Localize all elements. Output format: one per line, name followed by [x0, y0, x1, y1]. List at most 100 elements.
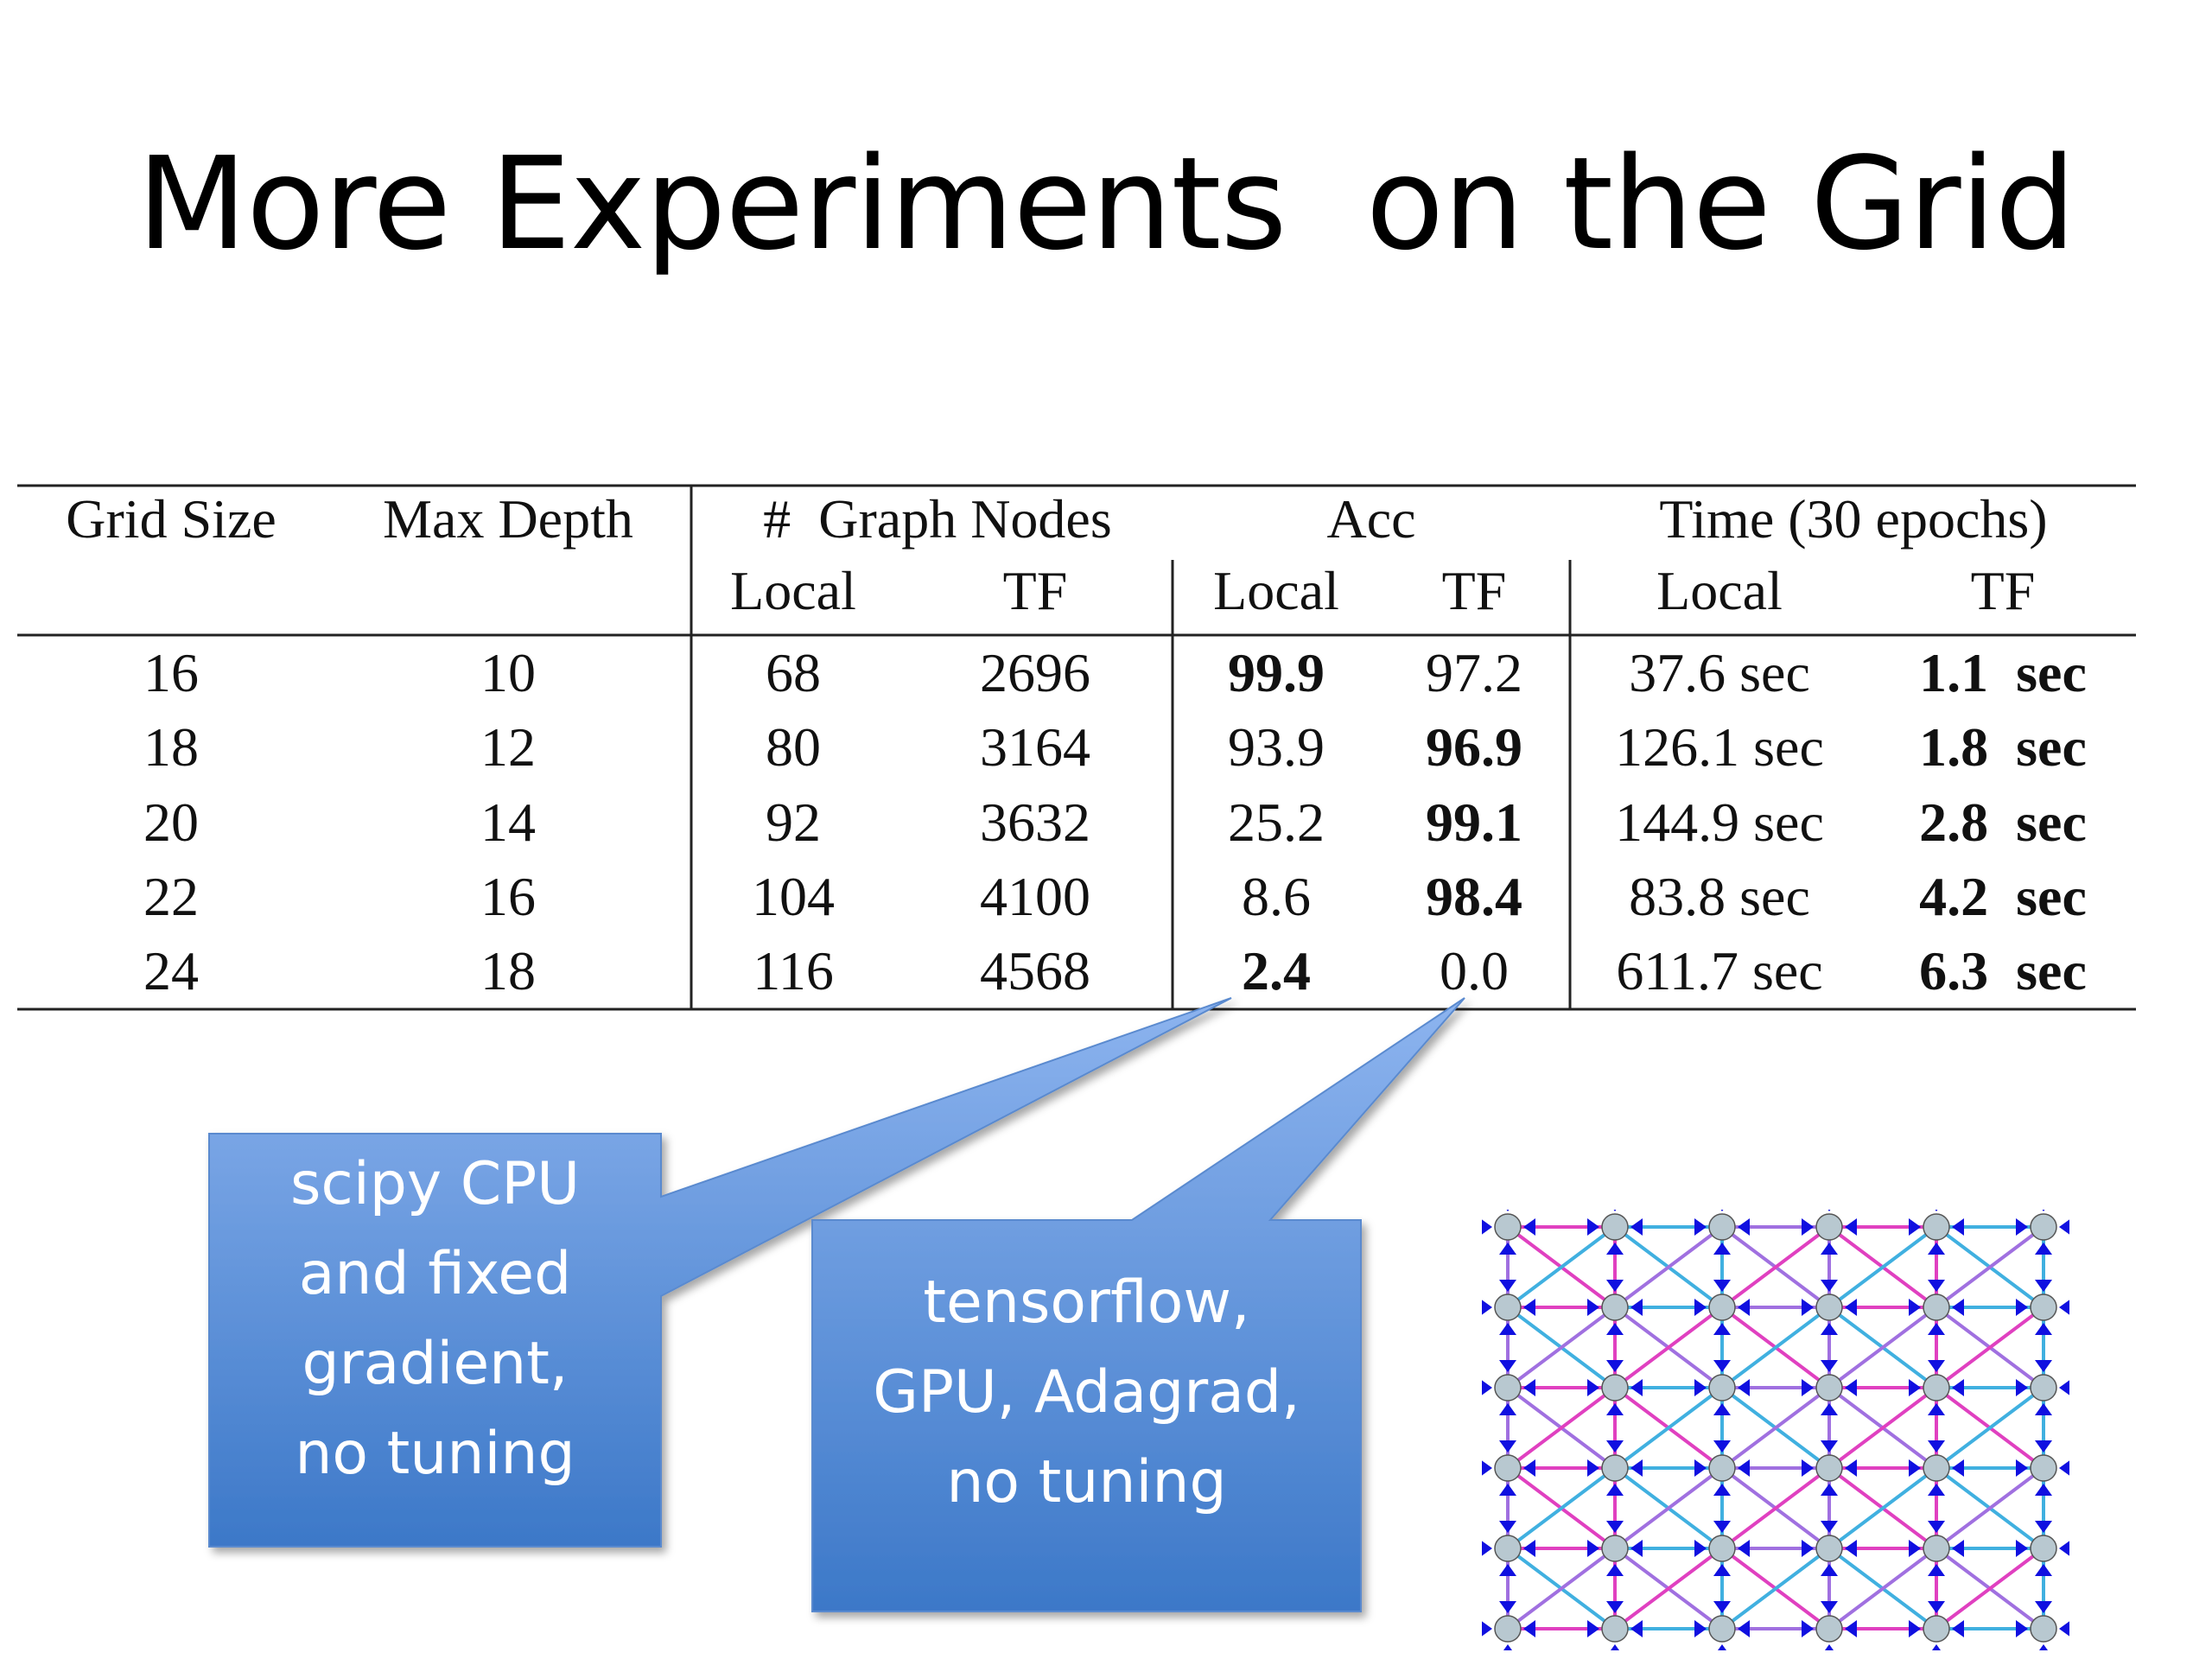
grid-node: [1587, 1601, 1643, 1650]
grid-edge: [1827, 1466, 1938, 1550]
edge-arrowhead: [1928, 1403, 1945, 1415]
grid-node-circle: [1601, 1535, 1629, 1562]
table-cell: 14: [480, 791, 536, 853]
edge-arrowhead: [1523, 1299, 1535, 1316]
edge-arrowhead: [1630, 1379, 1643, 1396]
edge-arrowhead: [2059, 1380, 2069, 1395]
grid-node: [1482, 1601, 1535, 1650]
table-cell: 6.3 sec: [1919, 940, 2087, 1001]
edge-arrowhead: [1611, 1644, 1619, 1650]
grid-edge: [1613, 1225, 1724, 1309]
edge-arrowhead: [1952, 1620, 1964, 1637]
edge-arrowhead: [1738, 1540, 1750, 1557]
edge-arrowhead: [1499, 1403, 1516, 1415]
edge-arrowhead: [1523, 1620, 1535, 1637]
edge-arrowhead: [1928, 1360, 1945, 1372]
grid-node-circle: [1815, 1615, 1843, 1643]
grid-node-circle: [1494, 1294, 1522, 1321]
grid-node: [1587, 1440, 1643, 1496]
edge-arrowhead: [2016, 1620, 2028, 1637]
edge-arrowhead: [1613, 1210, 1617, 1211]
grid-node-circle: [1923, 1213, 1950, 1241]
edge-arrowhead: [2016, 1218, 2028, 1236]
grid-node: [1694, 1280, 1750, 1335]
table-cell: 18: [143, 716, 199, 778]
grid-node-circle: [1601, 1374, 1629, 1402]
grid-node-circle: [1708, 1294, 1736, 1321]
table-cell: 1.1 sec: [1919, 642, 2087, 703]
grid-node: [1694, 1601, 1750, 1650]
table-cell: 93.9: [1228, 716, 1325, 778]
grid-edge: [1613, 1306, 1724, 1389]
grid-node: [1482, 1360, 1535, 1415]
edge-arrowhead: [1821, 1484, 1838, 1496]
edge-arrowhead: [1482, 1300, 1492, 1315]
grid-node: [2016, 1521, 2069, 1576]
edge-arrowhead: [2035, 1403, 2052, 1415]
edge-arrowhead: [1606, 1323, 1624, 1335]
edge-arrowhead: [1499, 1440, 1516, 1452]
grid-node-circle: [1923, 1535, 1950, 1562]
table-cell: 4568: [980, 940, 1090, 1001]
grid-node: [1909, 1440, 1964, 1496]
edge-arrowhead: [1952, 1459, 1964, 1477]
grid-node-circle: [1494, 1374, 1522, 1402]
table-cell: 24: [143, 940, 199, 1001]
grid-node: [2016, 1280, 2069, 1335]
left-line: and fixed: [298, 1240, 572, 1308]
grid-node: [1909, 1521, 1964, 1576]
edge-arrowhead: [2016, 1459, 2028, 1477]
edge-arrowhead: [1713, 1403, 1731, 1415]
grid-node: [1802, 1521, 1857, 1576]
grid-edge: [1613, 1466, 1724, 1550]
edge-arrowhead: [1606, 1484, 1624, 1496]
grid-node-circle: [1601, 1615, 1629, 1643]
grid-node-circle: [1708, 1535, 1736, 1562]
grid-edge: [1827, 1306, 1938, 1389]
edge-arrowhead: [1928, 1280, 1945, 1292]
edge-arrowhead: [1821, 1243, 1838, 1255]
grid-edge: [1613, 1386, 1724, 1470]
grid-node-circle: [2030, 1374, 2057, 1402]
edge-arrowhead: [1499, 1323, 1516, 1335]
edge-arrowhead: [1587, 1540, 1599, 1557]
table-cell: 92: [766, 791, 821, 853]
edge-arrowhead: [1713, 1323, 1731, 1335]
table-cell: 126.1 sec: [1615, 716, 1824, 778]
right-line: tensorflow,: [923, 1268, 1250, 1337]
grid-node: [2016, 1360, 2069, 1415]
subheader-cell: TF: [1971, 560, 2036, 621]
edge-arrowhead: [1713, 1484, 1731, 1496]
table-cell: 10: [480, 642, 536, 703]
table-cell: 22: [143, 866, 199, 927]
edge-arrowhead: [1928, 1243, 1945, 1255]
table-cell: 2.8 sec: [1919, 791, 2087, 853]
grid-node: [1587, 1521, 1643, 1576]
table-cell: 20: [143, 791, 199, 853]
edge-arrowhead: [1802, 1379, 1814, 1396]
edge-arrowhead: [1694, 1379, 1707, 1396]
edge-arrowhead: [1909, 1540, 1921, 1557]
grid-node: [1482, 1280, 1535, 1335]
edge-arrowhead: [1928, 1564, 1945, 1576]
edge-arrowhead: [1928, 1484, 1945, 1496]
grid-node: [1482, 1440, 1535, 1496]
header-cell: Time (30 epochs): [1659, 488, 2047, 550]
edge-arrowhead: [1909, 1218, 1921, 1236]
grid-node-circle: [2030, 1615, 2057, 1643]
edge-arrowhead: [1952, 1379, 1964, 1396]
grid-node: [1802, 1360, 1857, 1415]
edge-arrowhead: [1802, 1218, 1814, 1236]
edge-arrowhead: [1928, 1601, 1945, 1613]
header-cell: # Graph Nodes: [763, 488, 1111, 550]
grid-node: [1587, 1210, 1643, 1255]
callout-left-shape: [208, 997, 1232, 1548]
grid-node-circle: [1923, 1454, 1950, 1482]
edge-arrowhead: [1694, 1218, 1707, 1236]
edge-arrowhead: [1802, 1459, 1814, 1477]
callout-right-shape: [811, 997, 1465, 1612]
left-line: no tuning: [295, 1420, 575, 1488]
edge-arrowhead: [1523, 1379, 1535, 1396]
edge-arrowhead: [2035, 1280, 2052, 1292]
